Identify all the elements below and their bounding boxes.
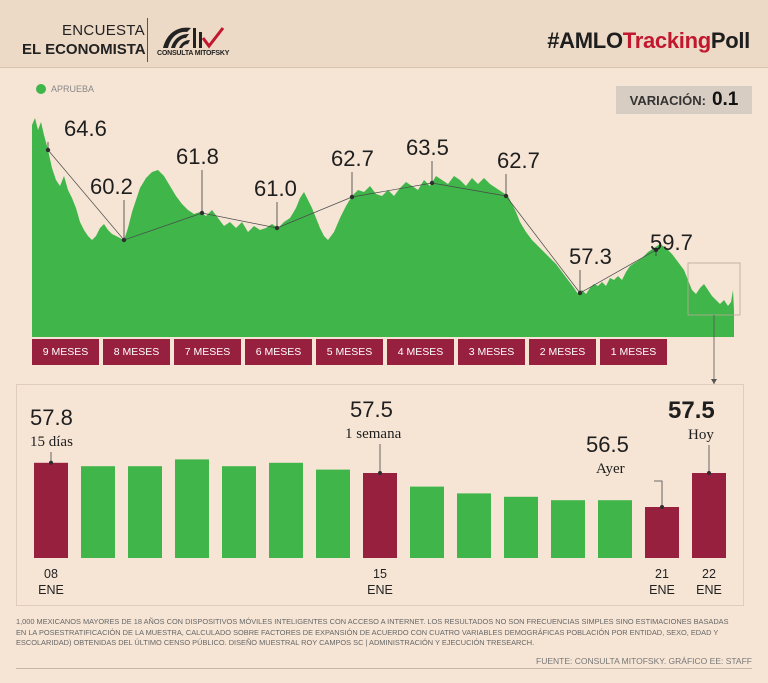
annotation-label: 62.7 <box>497 148 540 173</box>
x-axis-day: 08 <box>44 567 58 581</box>
annotation-dot <box>274 225 280 231</box>
annotation-label: 57.3 <box>569 244 612 269</box>
hashtag-title: #AMLOTrackingPoll <box>547 28 750 54</box>
annotation-label: 60.2 <box>90 174 133 199</box>
month-label: 7 MESES <box>174 339 241 365</box>
daily-bar <box>222 466 256 558</box>
annotation-dot <box>199 210 205 216</box>
variation-label: VARIACIÓN: <box>629 92 706 108</box>
daily-bar <box>457 493 491 558</box>
x-axis-day: 22 <box>702 567 716 581</box>
daily-bar <box>363 473 397 558</box>
daily-bar <box>504 496 538 558</box>
daily-bar <box>692 473 726 558</box>
month-label: 6 MESES <box>245 339 312 365</box>
logo-text: CONSULTA MITOFSKY <box>157 50 230 57</box>
callout-dot <box>378 471 382 475</box>
callout-dot <box>49 460 53 465</box>
callout-value: 57.8 <box>30 405 73 430</box>
daily-bar <box>175 459 209 558</box>
legend-label: APRUEBA <box>51 84 95 94</box>
annotation-dot <box>653 247 659 253</box>
source-divider <box>16 668 752 669</box>
annotation-dot <box>503 193 509 199</box>
callout-value: 57.5 <box>668 397 715 424</box>
annotation-dot <box>349 194 355 200</box>
month-label: 9 MESES <box>32 339 99 365</box>
annotation-label: 63.5 <box>406 135 449 160</box>
month-label: 1 MESES <box>600 339 667 365</box>
annotation-label: 62.7 <box>331 146 374 171</box>
annotation-dot <box>429 180 435 186</box>
daily-bar-chart: 57.8 15 días 57.5 1 semana 56.5 Ayer 57.5 Hoy 08… <box>30 397 726 597</box>
annotation-labels: 64.6 60.2 61.8 61.0 62.7 63.5 62.7 57.3 59.7 <box>64 116 693 269</box>
annotation-label: 64.6 <box>64 116 107 141</box>
x-axis-month: ENE <box>696 583 722 597</box>
annotation-label: 61.8 <box>176 144 219 169</box>
x-axis-day: 21 <box>655 567 669 581</box>
daily-bar <box>128 466 162 558</box>
daily-bar <box>269 462 303 558</box>
x-axis-month: ENE <box>367 583 393 597</box>
x-axis-month: ENE <box>649 583 675 597</box>
brand-line-2: EL ECONOMISTA <box>22 41 146 58</box>
daily-bar <box>316 469 350 558</box>
annotation-dot <box>577 290 583 296</box>
brand-divider <box>147 18 148 62</box>
x-axis-day: 15 <box>373 567 387 581</box>
month-label: 5 MESES <box>316 339 383 365</box>
daily-bar <box>551 500 585 558</box>
annotation-label: 61.0 <box>254 176 297 201</box>
x-axis-month: ENE <box>38 583 64 597</box>
area-chart: 64.6 60.2 61.8 61.0 62.7 63.5 62.7 57.3 59.7 <box>32 116 741 384</box>
daily-bar <box>645 507 679 558</box>
callout-value: 57.5 <box>350 397 393 422</box>
callout-leader <box>654 480 663 507</box>
daily-bar <box>34 462 68 558</box>
brand-line-1: ENCUESTA <box>62 22 145 39</box>
hashtag-mid: Tracking <box>622 28 711 53</box>
callout-dot <box>660 505 664 509</box>
header: ENCUESTA EL ECONOMISTA CONSULTA MITOFSKY… <box>0 0 768 68</box>
hashtag-suffix: Poll <box>710 28 750 53</box>
callout-text: Ayer <box>596 461 625 477</box>
methodology-footnote: 1,000 mexicanos mayores de 18 años con d… <box>16 617 729 648</box>
month-label: 4 MESES <box>387 339 454 365</box>
annotation-label: 59.7 <box>650 230 693 255</box>
month-label: 8 MESES <box>103 339 170 365</box>
zoom-arrow-icon <box>711 379 717 384</box>
callout-text: Hoy <box>688 427 714 443</box>
variation-value: 0.1 <box>711 89 739 110</box>
month-label: 3 MESES <box>458 339 525 365</box>
callout-dot <box>707 471 711 475</box>
source-credit: FUENTE: CONSULTA MITOFSKY. GRÁFICO EE: S… <box>536 656 752 666</box>
month-label: 2 MESES <box>529 339 596 365</box>
mitofsky-logo-icon <box>163 27 225 49</box>
callout-text: 1 semana <box>345 426 402 442</box>
chart-legend: APRUEBA <box>36 84 94 94</box>
annotation-dot <box>45 147 51 153</box>
daily-bar <box>410 486 444 558</box>
callout-text: 15 días <box>30 434 73 450</box>
approval-area <box>32 118 734 337</box>
legend-dot-icon <box>36 84 46 94</box>
hashtag-prefix: #AMLO <box>547 28 623 53</box>
daily-bar <box>598 500 632 558</box>
daily-bar <box>81 466 115 558</box>
annotation-dot <box>121 237 127 243</box>
variation-box: VARIACIÓN: 0.1 <box>616 86 752 114</box>
annotation-lines <box>45 142 659 296</box>
callout-value: 56.5 <box>586 432 629 457</box>
